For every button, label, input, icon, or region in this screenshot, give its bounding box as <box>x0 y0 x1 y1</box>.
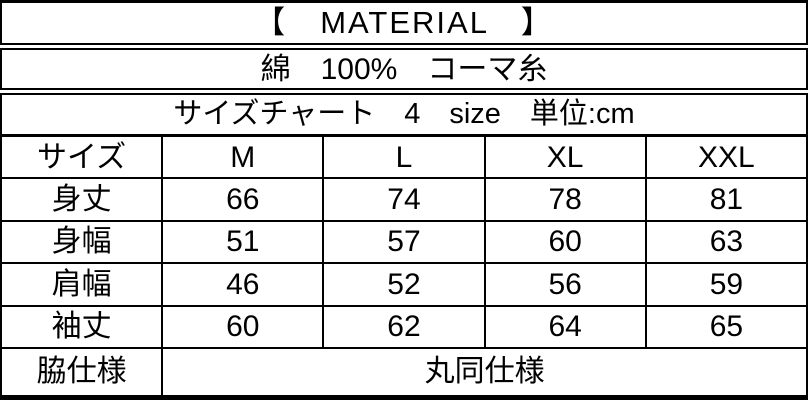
material-title: 【 MATERIAL 】 <box>1 1 807 51</box>
cell-shoulder-width-xl: 56 <box>483 262 647 307</box>
cell-shoulder-width-m: 46 <box>161 262 325 307</box>
cell-sleeve-length-m: 60 <box>161 304 325 349</box>
column-header-xl: XL <box>483 134 647 180</box>
material-header-row: 【 MATERIAL 】 <box>1 1 807 51</box>
size-chart-caption: サイズチャート 4 size 単位:cm <box>1 91 807 138</box>
column-header-xxl: XXL <box>644 134 809 180</box>
cell-body-width-l: 57 <box>322 219 486 265</box>
size-header-row: サイズ M L XL XXL <box>0 134 809 180</box>
cell-body-width-m: 51 <box>161 219 325 265</box>
cell-shoulder-width-xxl: 59 <box>644 262 809 307</box>
cell-body-length-l: 74 <box>322 177 486 222</box>
table-row-shoulder-width: 肩幅 46 52 56 59 <box>0 262 809 307</box>
column-header-size: サイズ <box>0 134 164 180</box>
row-label-body-length: 身丈 <box>0 177 164 222</box>
fabric-composition-row: 綿 100% コーマ糸 <box>1 46 807 95</box>
table-row-side-spec: 脇仕様 丸同仕様 <box>0 346 808 398</box>
row-label-shoulder-width: 肩幅 <box>0 262 164 307</box>
column-header-l: L <box>322 134 486 180</box>
cell-shoulder-width-l: 52 <box>322 262 486 307</box>
cell-sleeve-length-xxl: 65 <box>644 304 809 349</box>
row-label-sleeve-length: 袖丈 <box>0 304 164 349</box>
fabric-composition: 綿 100% コーマ糸 <box>1 46 807 95</box>
row-label-body-width: 身幅 <box>0 219 164 265</box>
cell-body-width-xxl: 63 <box>644 219 809 265</box>
cell-side-spec-value: 丸同仕様 <box>161 346 808 398</box>
cell-sleeve-length-l: 62 <box>322 304 486 349</box>
cell-body-width-xl: 60 <box>483 219 647 265</box>
cell-body-length-xl: 78 <box>483 177 647 222</box>
cell-body-length-xxl: 81 <box>644 177 809 222</box>
row-label-side-spec: 脇仕様 <box>0 346 164 398</box>
column-header-m: M <box>161 134 325 180</box>
size-chart-caption-row: サイズチャート 4 size 単位:cm <box>1 91 807 138</box>
cell-body-length-m: 66 <box>161 177 325 222</box>
table-row-body-width: 身幅 51 57 60 63 <box>0 219 809 265</box>
table-row-sleeve-length: 袖丈 60 62 64 65 <box>0 304 809 349</box>
table-row-body-length: 身丈 66 74 78 81 <box>0 177 809 222</box>
cell-sleeve-length-xl: 64 <box>483 304 647 349</box>
